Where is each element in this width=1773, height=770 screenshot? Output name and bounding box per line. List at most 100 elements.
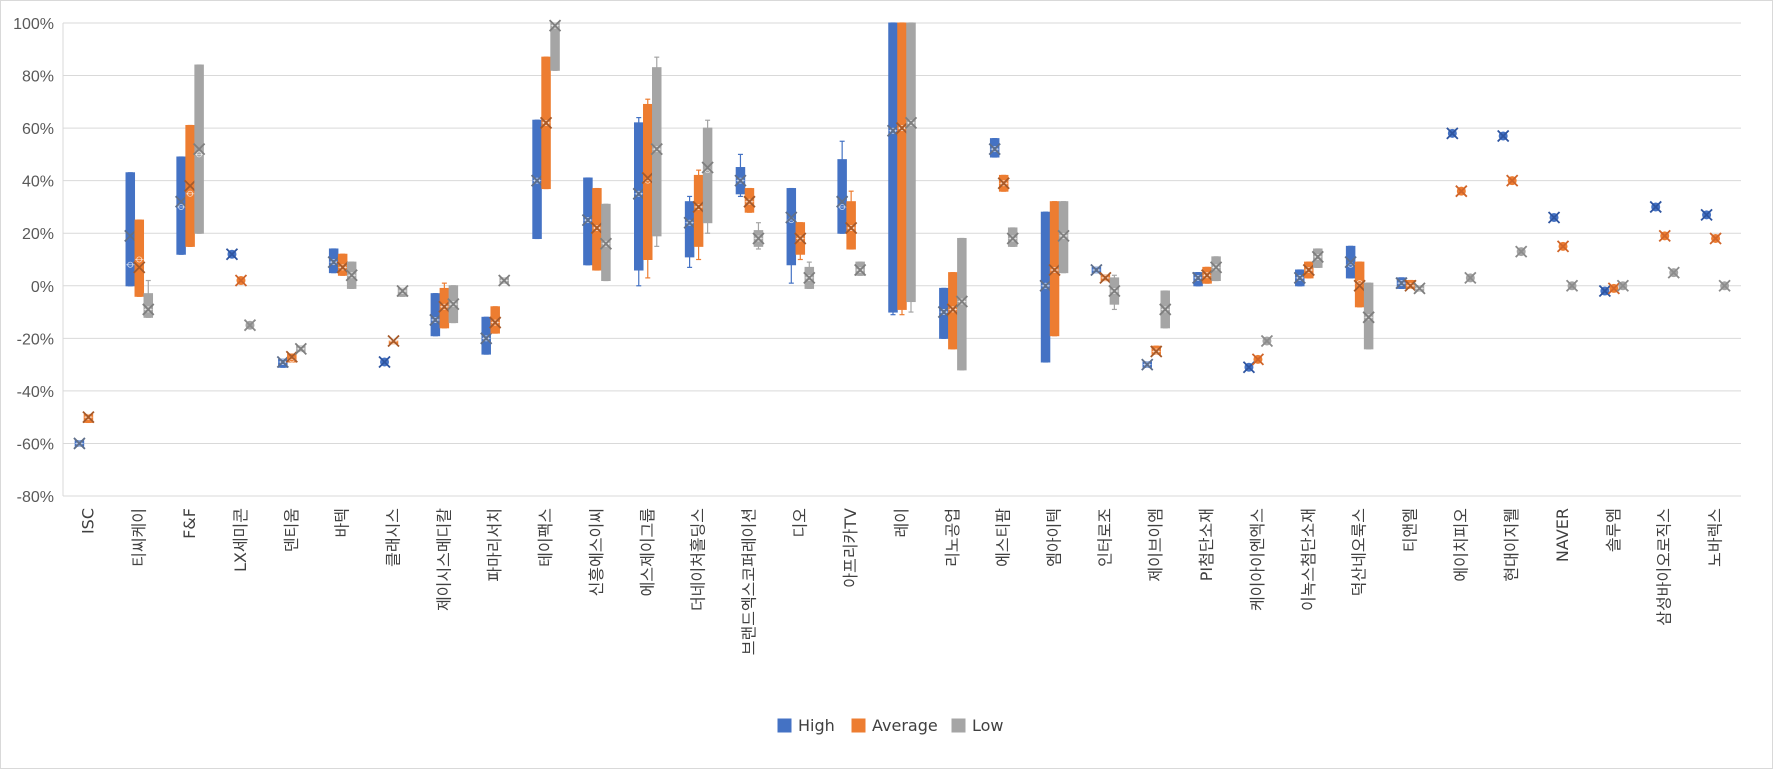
- high-mean-marker: [937, 305, 950, 319]
- average-point: [1204, 272, 1211, 279]
- x-tick-label: PI첨단소재: [1197, 508, 1216, 581]
- y-tick-label: -20%: [17, 331, 54, 348]
- x-tick-label: 티앤엘: [1400, 508, 1419, 552]
- high-point: [534, 177, 541, 184]
- x-tick-label: 에이치피오: [1451, 508, 1470, 582]
- x-tick-label: 노바렉스: [1706, 508, 1725, 567]
- legend-swatch-low: [951, 718, 966, 733]
- average-point: [543, 119, 550, 126]
- low-box: [855, 261, 865, 276]
- average-point: [339, 264, 346, 271]
- average-point: [1051, 267, 1058, 274]
- low-mean-marker: [1667, 266, 1680, 279]
- average-mean-marker: [234, 274, 248, 287]
- x-tick-label: ISC: [78, 508, 97, 534]
- average-mean-marker: [1150, 345, 1163, 358]
- low-mean-marker: [447, 298, 460, 311]
- high-point: [76, 440, 83, 447]
- low-box: [906, 22, 916, 303]
- high-box: [532, 119, 542, 239]
- low-point: [653, 146, 660, 153]
- low-point: [1416, 285, 1423, 292]
- x-tick-label: 티씨케이: [129, 508, 148, 567]
- x-tick-label: 인터로조: [1095, 508, 1114, 567]
- high-point: [890, 127, 897, 134]
- low-mean-marker: [243, 319, 257, 332]
- high-mean-marker: [886, 124, 900, 137]
- high-box: [989, 138, 1000, 158]
- low-box: [601, 203, 611, 282]
- average-box: [897, 22, 907, 310]
- average-point: [746, 198, 753, 205]
- legend-label-low: Low: [972, 716, 1004, 735]
- average-mean-marker: [794, 232, 807, 245]
- average-point: [492, 319, 499, 326]
- high-box: [328, 248, 339, 274]
- high-mean-marker: [785, 211, 798, 224]
- low-mean-marker: [1515, 245, 1528, 258]
- x-tick-label: 에스제이그룹: [638, 508, 657, 596]
- x-tick-label: 솔루엠: [1604, 508, 1623, 552]
- average-point: [136, 256, 143, 263]
- low-mean-marker: [142, 303, 155, 316]
- low-mean-marker: [1006, 232, 1019, 245]
- high-point: [1042, 282, 1049, 289]
- high-point: [635, 190, 642, 197]
- high-box: [837, 159, 847, 234]
- average-mean-marker: [1607, 282, 1621, 295]
- x-tick-label: F&F: [180, 508, 199, 539]
- low-mean-marker: [1108, 284, 1121, 298]
- average-box: [134, 219, 145, 297]
- average-point: [390, 337, 397, 344]
- high-mean-marker: [174, 195, 188, 208]
- low-mean-marker: [294, 342, 307, 355]
- average-point: [85, 414, 92, 421]
- high-point: [686, 219, 693, 226]
- low-mean-marker: [803, 271, 816, 285]
- x-tick-label: NAVER: [1553, 508, 1572, 562]
- x-tick-label: 브랜드엑스코퍼레이션: [739, 508, 758, 655]
- high-point: [432, 316, 439, 323]
- x-tick-label: 이녹스첨단소재: [1299, 508, 1318, 611]
- high-point: [1093, 267, 1100, 274]
- low-point: [145, 306, 152, 313]
- low-point: [1162, 306, 1169, 313]
- high-mean-marker: [124, 229, 137, 242]
- low-mean-marker: [1260, 334, 1274, 348]
- high-box: [684, 201, 695, 258]
- y-tick-label: -80%: [17, 489, 54, 506]
- x-tick-label: 파마리서치: [485, 508, 504, 582]
- high-mean-marker: [1446, 127, 1459, 140]
- x-tick-label: 더네이처홀딩스: [689, 508, 708, 611]
- high-point: [991, 146, 998, 153]
- average-mean-marker: [1709, 232, 1722, 245]
- low-mean-marker: [752, 232, 765, 245]
- high-box: [583, 177, 593, 266]
- high-point: [737, 177, 744, 184]
- x-tick-label: 디오: [790, 508, 809, 537]
- high-point: [178, 203, 185, 210]
- high-mean-marker: [530, 174, 544, 187]
- high-mean-marker: [1700, 208, 1713, 221]
- high-point: [1195, 274, 1202, 281]
- average-point: [1407, 282, 1414, 289]
- average-mean-marker: [82, 411, 95, 424]
- high-mean-marker: [988, 142, 1001, 156]
- high-mean-marker: [1141, 358, 1154, 371]
- x-tick-label: 현대이지웰: [1502, 508, 1521, 582]
- average-box: [592, 188, 602, 271]
- low-mean-marker: [396, 284, 409, 298]
- average-box: [744, 188, 755, 213]
- low-mean-marker: [345, 269, 358, 282]
- low-box: [1313, 248, 1323, 268]
- low-mean-marker: [1159, 303, 1172, 316]
- low-mean-marker: [854, 263, 867, 277]
- y-tick-label: -60%: [17, 436, 54, 453]
- high-box: [430, 293, 441, 337]
- x-tick-label: 신흥에스이씨: [587, 508, 606, 596]
- high-mean-marker: [1598, 284, 1612, 298]
- high-box: [888, 22, 898, 313]
- low-box: [702, 127, 713, 224]
- low-point: [196, 151, 203, 158]
- low-point: [297, 345, 304, 352]
